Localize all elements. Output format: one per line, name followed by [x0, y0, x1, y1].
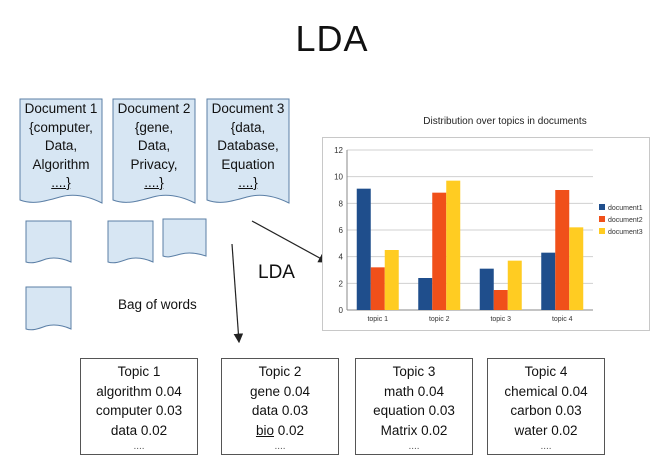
document-line: Algorithm: [32, 156, 90, 172]
document-2: Document 2 {gene, Data, Privacy, ....}: [112, 100, 196, 193]
document-shape-1: [19, 98, 103, 204]
document-ellipsis: ....}: [51, 175, 71, 190]
topic-box-3: Topic 3 math 0.04 equation 0.03 Matrix 0…: [355, 358, 473, 455]
page-title: LDA: [295, 18, 369, 59]
topic-more: ....: [133, 441, 145, 452]
document-ellipsis: ....}: [144, 175, 164, 190]
document-line: {computer,: [29, 119, 93, 135]
small-document-shape: [107, 220, 154, 264]
arrow-to-topics: [231, 243, 244, 344]
bar-document1-topic-4: [541, 252, 556, 310]
topic-word-weight: 0.02: [273, 422, 305, 438]
document-line: Privacy,: [130, 156, 178, 172]
topic-name: Topic 3: [392, 364, 436, 379]
y-tick-label: 0: [339, 306, 344, 315]
topic-name: Topic 1: [117, 364, 161, 379]
bar-document2-topic-1: [370, 267, 385, 310]
document-line: Document 3: [211, 101, 285, 116]
topic-word: equation 0.03: [373, 403, 455, 418]
legend-label-document1: document1: [608, 205, 643, 212]
document-1: Document 1 {computer, Data, Algorithm ..…: [19, 100, 103, 193]
topic-word: math 0.04: [383, 383, 445, 399]
bar-document3-topic-2: [446, 180, 461, 310]
topic-more: ....: [540, 441, 552, 452]
bar-document1-topic-1: [356, 188, 371, 310]
x-tick-label: topic 4: [552, 316, 573, 323]
topic-word: carbon 0.03: [510, 403, 582, 418]
small-document-shape: [25, 286, 72, 331]
legend-label-document2: document2: [608, 217, 643, 224]
legend-swatch-document3: [599, 228, 605, 234]
document-line: Equation: [221, 156, 275, 172]
topic-name: Topic 2: [258, 364, 302, 379]
document-line: Database,: [217, 138, 279, 153]
topic-word: data 0.02: [110, 422, 168, 438]
document-line: Document 2: [117, 101, 191, 116]
legend-swatch-document2: [599, 216, 605, 222]
topic-word: bio 0.02: [222, 421, 338, 441]
topic-name: Topic 4: [524, 364, 568, 379]
small-document-shape: [162, 218, 207, 258]
x-tick-label: topic 1: [367, 316, 388, 323]
topic-box-4: Topic 4 chemical 0.04 carbon 0.03 water …: [487, 358, 605, 455]
document-line: {data,: [230, 119, 266, 135]
y-tick-label: 4: [339, 253, 344, 262]
bar-chart: 0 2 4 6 8 10 12 topic 1 topic 2 topic 3 topic 4 doc…: [334, 146, 643, 323]
topic-word: gene 0.04: [249, 383, 311, 399]
y-tick-label: 10: [334, 173, 343, 182]
bar-document3-topic-1: [384, 250, 399, 310]
topic-word: water 0.02: [514, 422, 578, 438]
topic-box-1: Topic 1 algorithm 0.04 computer 0.03 dat…: [80, 358, 198, 455]
document-shape-3: [206, 98, 290, 204]
bar-document2-topic-2: [432, 192, 447, 310]
bar-document1-topic-2: [418, 278, 433, 310]
topic-more: ....: [408, 441, 420, 452]
topic-box-2: Topic 2 gene 0.04 data 0.03 bio 0.02 ...…: [221, 358, 339, 455]
document-3: Document 3 {data, Database, Equation ...…: [206, 100, 290, 193]
bar-document2-topic-3: [493, 290, 508, 310]
document-line: {gene,: [134, 119, 174, 135]
chart-title: Distribution over topics in documents: [423, 116, 587, 127]
topic-word-term: bio: [255, 422, 274, 438]
bag-of-words-label: Bag of words: [118, 297, 197, 312]
small-document-shape: [25, 220, 72, 264]
document-line: Data,: [44, 138, 78, 153]
lda-label: LDA: [258, 262, 295, 283]
bar-document2-topic-4: [555, 190, 570, 310]
document-ellipsis: ....}: [238, 175, 258, 190]
legend-label-document3: document3: [608, 229, 643, 236]
topic-word: chemical 0.04: [504, 383, 588, 399]
bar-document1-topic-3: [479, 268, 494, 310]
y-tick-label: 8: [339, 199, 344, 208]
x-tick-label: topic 3: [490, 316, 511, 323]
arrow-to-chart: [251, 220, 329, 263]
topic-word: computer 0.03: [95, 403, 183, 418]
document-shape-2: [112, 98, 196, 204]
document-line: Document 1: [24, 101, 98, 116]
y-tick-label: 12: [334, 146, 343, 155]
topic-word: algorithm 0.04: [96, 383, 182, 399]
y-tick-label: 2: [339, 279, 344, 288]
topic-word: Matrix 0.02: [380, 422, 448, 438]
x-tick-label: topic 2: [429, 316, 450, 323]
y-tick-label: 6: [339, 226, 344, 235]
document-line: Data,: [137, 138, 171, 153]
topic-word: data 0.03: [251, 403, 309, 418]
bar-document3-topic-3: [507, 260, 522, 310]
legend-swatch-document1: [599, 204, 605, 210]
bar-document3-topic-4: [569, 227, 584, 310]
topic-more: ....: [274, 441, 286, 452]
